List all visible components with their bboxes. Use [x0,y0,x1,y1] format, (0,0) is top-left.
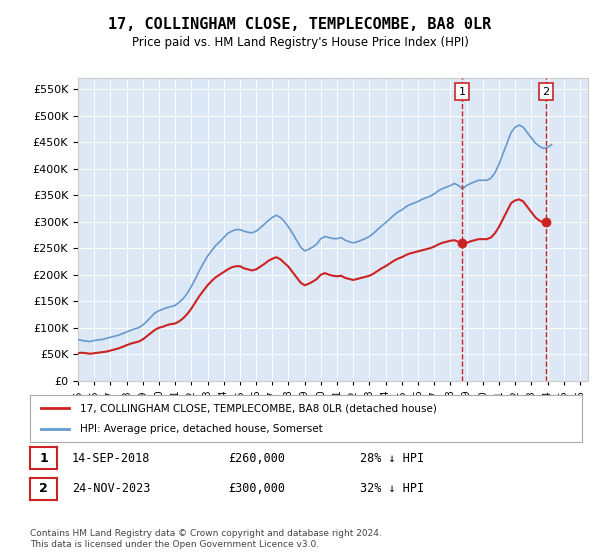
Text: 2: 2 [39,482,48,496]
Text: 17, COLLINGHAM CLOSE, TEMPLECOMBE, BA8 0LR (detached house): 17, COLLINGHAM CLOSE, TEMPLECOMBE, BA8 0… [80,403,437,413]
Text: 28% ↓ HPI: 28% ↓ HPI [360,451,424,465]
Text: 1: 1 [458,87,466,97]
Text: 32% ↓ HPI: 32% ↓ HPI [360,482,424,496]
Text: £260,000: £260,000 [228,451,285,465]
Text: Price paid vs. HM Land Registry's House Price Index (HPI): Price paid vs. HM Land Registry's House … [131,36,469,49]
Text: 24-NOV-2023: 24-NOV-2023 [72,482,151,496]
Text: 14-SEP-2018: 14-SEP-2018 [72,451,151,465]
Text: 1: 1 [39,451,48,465]
Text: 2: 2 [542,87,550,97]
Text: HPI: Average price, detached house, Somerset: HPI: Average price, detached house, Some… [80,424,322,434]
Text: 17, COLLINGHAM CLOSE, TEMPLECOMBE, BA8 0LR: 17, COLLINGHAM CLOSE, TEMPLECOMBE, BA8 0… [109,17,491,32]
Text: Contains HM Land Registry data © Crown copyright and database right 2024.
This d: Contains HM Land Registry data © Crown c… [30,529,382,549]
Text: £300,000: £300,000 [228,482,285,496]
